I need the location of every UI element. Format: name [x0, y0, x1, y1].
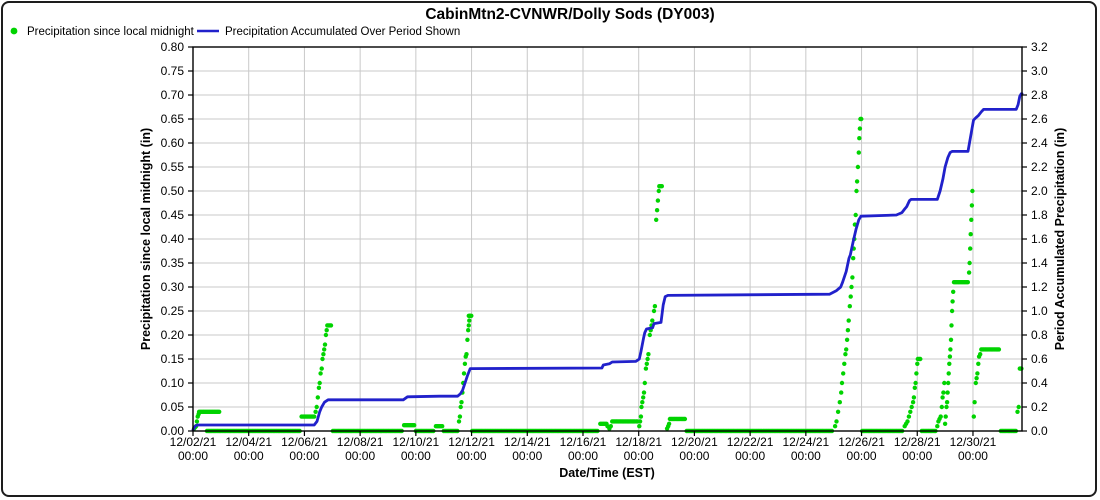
- x-tick-sublabel: 00:00: [178, 449, 208, 463]
- x-tick-sublabel: 00:00: [289, 449, 319, 463]
- y-left-tick-label: 0.50: [161, 184, 185, 198]
- x-tick-label: 12/26/21: [838, 435, 885, 449]
- y-right-tick-label: 0.4: [1031, 376, 1048, 390]
- y-right-tick-label: 3.0: [1031, 64, 1048, 78]
- y-left-tick-label: 0.75: [161, 64, 185, 78]
- x-tick-label: 12/04/21: [225, 435, 272, 449]
- legend-item-accumulated: Precipitation Accumulated Over Period Sh…: [197, 26, 460, 38]
- x-tick-label: 12/14/21: [504, 435, 551, 449]
- legend-label-precip-midnight: Precipitation since local midnight: [27, 26, 195, 38]
- left-axis-title: Precipitation since local midnight (in): [139, 128, 153, 350]
- y-right-tick-label: 2.6: [1031, 112, 1048, 126]
- legend-dot-icon: [10, 27, 18, 35]
- y-left-tick-label: 0.80: [161, 40, 185, 54]
- y-right-tick-label: 1.4: [1031, 256, 1048, 270]
- x-tick-label: 12/16/21: [560, 435, 607, 449]
- y-right-tick-label: 0.2: [1031, 400, 1048, 414]
- y-right-tick-label: 2.8: [1031, 88, 1048, 102]
- x-tick-sublabel: 00:00: [568, 449, 598, 463]
- gridlines: [192, 46, 1022, 432]
- y-right-tick-label: 3.2: [1031, 40, 1048, 54]
- x-tick-label: 12/22/21: [727, 435, 774, 449]
- y-left-tick-label: 0.15: [161, 352, 185, 366]
- y-right-tick-label: 2.0: [1031, 184, 1048, 198]
- x-axis-title: Date/Time (EST): [559, 466, 655, 480]
- x-tick-sublabel: 00:00: [457, 449, 487, 463]
- x-tick-label: 12/02/21: [170, 435, 217, 449]
- x-tick-sublabel: 00:00: [401, 449, 431, 463]
- y-left-tick-label: 0.55: [161, 160, 185, 174]
- y-left-tick-label: 0.40: [161, 232, 185, 246]
- x-tick-sublabel: 00:00: [234, 449, 264, 463]
- y-left-tick-label: 0.20: [161, 328, 185, 342]
- precip-accumulated-line: [191, 92, 1024, 432]
- y-left-tick-label: 0.10: [161, 376, 185, 390]
- precip-midnight-dots: [191, 116, 1024, 434]
- y-right-tick-label: 0.8: [1031, 328, 1048, 342]
- axes: [188, 46, 1027, 436]
- y-left-tick-label: 0.60: [161, 136, 185, 150]
- y-right-tick-label: 0.6: [1031, 352, 1048, 366]
- x-tick-sublabel: 00:00: [958, 449, 988, 463]
- y-left-tick-label: 0.30: [161, 280, 185, 294]
- legend-label-accumulated: Precipitation Accumulated Over Period Sh…: [225, 26, 460, 38]
- y-left-tick-label: 0.05: [161, 400, 185, 414]
- right-axis-title: Period Accumulated Precipitation (in): [1053, 128, 1067, 351]
- y-left-tick-label: 0.45: [161, 208, 185, 222]
- x-tick-label: 12/20/21: [671, 435, 718, 449]
- legend: Precipitation since local midnight Preci…: [10, 26, 460, 38]
- y-right-tick-label: 2.4: [1031, 136, 1048, 150]
- x-tick-label: 12/30/21: [950, 435, 997, 449]
- x-tick-label: 12/10/21: [392, 435, 439, 449]
- x-tick-sublabel: 00:00: [902, 449, 932, 463]
- x-tick-sublabel: 00:00: [679, 449, 709, 463]
- x-tick-sublabel: 00:00: [791, 449, 821, 463]
- x-tick-label: 12/12/21: [448, 435, 495, 449]
- y-right-tick-label: 1.6: [1031, 232, 1048, 246]
- x-tick-label: 12/08/21: [337, 435, 384, 449]
- x-tick-sublabel: 00:00: [735, 449, 765, 463]
- x-tick-label: 12/06/21: [281, 435, 328, 449]
- y-right-tick-label: 1.8: [1031, 208, 1048, 222]
- x-tick-label: 12/18/21: [615, 435, 662, 449]
- x-tick-label: 12/24/21: [782, 435, 829, 449]
- x-tick-sublabel: 00:00: [624, 449, 654, 463]
- y-right-tick-label: 0.0: [1031, 424, 1048, 438]
- x-tick-sublabel: 00:00: [847, 449, 877, 463]
- y-left-tick-label: 0.35: [161, 256, 185, 270]
- y-right-tick-label: 1.2: [1031, 280, 1048, 294]
- x-tick-label: 12/28/21: [894, 435, 941, 449]
- tick-labels: 12/02/2100:0012/04/2100:0012/06/2100:001…: [161, 40, 1048, 463]
- x-tick-sublabel: 00:00: [512, 449, 542, 463]
- y-left-tick-label: 0.00: [161, 424, 185, 438]
- y-left-tick-label: 0.65: [161, 112, 185, 126]
- legend-item-precip-midnight: Precipitation since local midnight: [10, 26, 195, 38]
- x-tick-sublabel: 00:00: [345, 449, 375, 463]
- y-left-tick-label: 0.70: [161, 88, 185, 102]
- y-left-tick-label: 0.25: [161, 304, 185, 318]
- y-right-tick-label: 2.2: [1031, 160, 1048, 174]
- y-right-tick-label: 1.0: [1031, 304, 1048, 318]
- chart-title: CabinMtn2-CVNWR/Dolly Sods (DY003): [425, 6, 714, 23]
